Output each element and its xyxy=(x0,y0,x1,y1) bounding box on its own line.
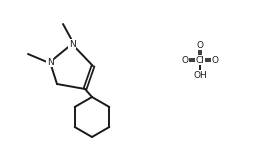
Text: Cl: Cl xyxy=(196,56,205,64)
Text: OH: OH xyxy=(193,70,207,80)
Text: O: O xyxy=(211,56,219,64)
Text: O: O xyxy=(182,56,188,64)
Text: O: O xyxy=(197,40,204,50)
Text: N: N xyxy=(47,58,53,66)
Text: N: N xyxy=(69,39,75,49)
